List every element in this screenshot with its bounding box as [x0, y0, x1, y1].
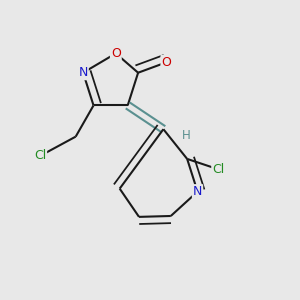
- Text: Cl: Cl: [34, 149, 46, 162]
- Text: H: H: [182, 129, 190, 142]
- Text: O: O: [111, 47, 121, 60]
- Text: Cl: Cl: [212, 163, 224, 176]
- Text: N: N: [193, 185, 202, 198]
- Text: N: N: [78, 66, 88, 79]
- Text: O: O: [161, 56, 171, 69]
